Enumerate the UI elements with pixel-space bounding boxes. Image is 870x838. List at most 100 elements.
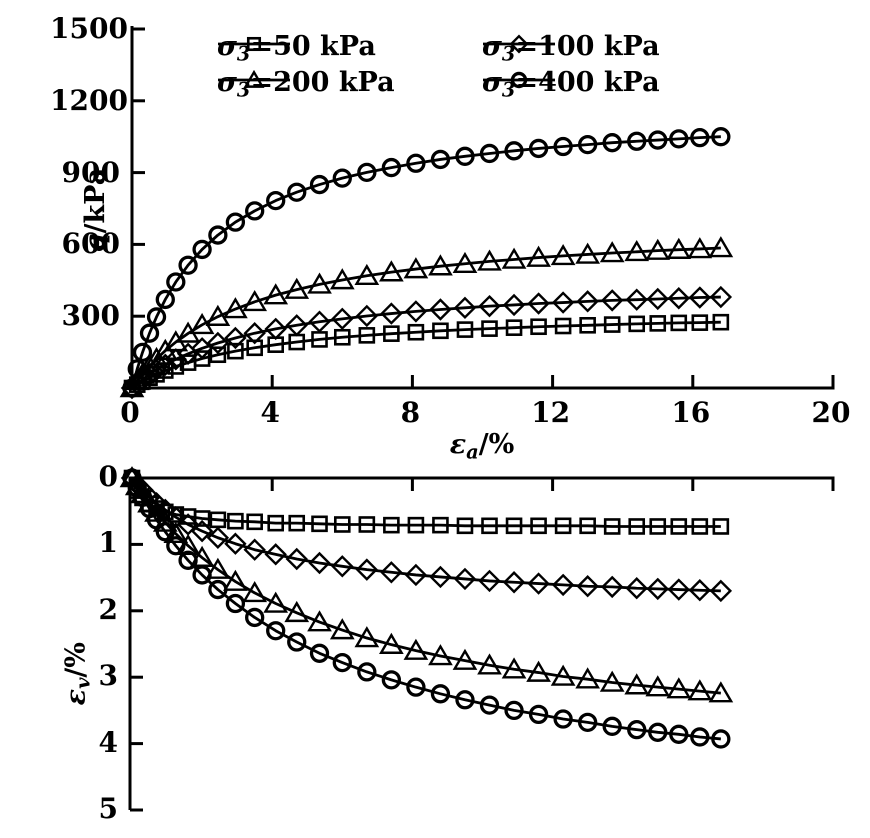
triangle-marker <box>666 677 692 699</box>
top-series-circle <box>122 127 731 398</box>
circle-marker <box>225 212 246 232</box>
legend-label: σ3=200 kPa <box>217 66 395 102</box>
circle-marker <box>245 201 265 221</box>
circle-marker <box>430 149 451 170</box>
diamond-marker <box>285 314 308 337</box>
circle-marker <box>479 695 500 715</box>
circle-marker <box>381 670 402 690</box>
top-series-triangle <box>119 236 734 398</box>
circle-marker <box>146 307 167 327</box>
diamond-marker <box>600 575 624 599</box>
bottom-y-tick-label: 1 <box>98 526 118 560</box>
square-marker <box>603 316 621 333</box>
top-x-tick-label: 8 <box>400 396 421 429</box>
circle-marker <box>627 131 647 151</box>
diamond-marker <box>527 292 550 315</box>
circle-marker <box>406 153 426 173</box>
square-marker <box>628 518 646 535</box>
legend-entry-circle: σ3=400 kPa <box>482 67 660 101</box>
circle-marker <box>127 359 147 379</box>
diamond-marker <box>243 321 266 345</box>
circle-marker <box>178 550 198 570</box>
circle-marker <box>711 729 731 749</box>
circle-marker <box>711 127 731 147</box>
circle-marker <box>245 607 265 628</box>
circle-marker <box>479 143 500 164</box>
square-marker <box>456 321 474 338</box>
square-marker <box>267 514 285 532</box>
diamond-marker <box>264 317 287 341</box>
diamond-marker <box>285 547 308 571</box>
diamond-marker <box>224 326 247 350</box>
circle-marker <box>553 136 573 157</box>
top-x-tick-label: 16 <box>671 396 711 429</box>
circle-marker <box>578 134 598 155</box>
square-marker <box>432 516 449 534</box>
curve <box>130 477 721 695</box>
diamond-marker <box>478 569 501 593</box>
triangle-marker <box>575 667 601 689</box>
circle-marker <box>357 662 377 682</box>
diamond-marker <box>380 302 403 325</box>
triangle-marker <box>307 272 332 294</box>
top-x-tick-label: 0 <box>120 396 140 429</box>
triangle-marker <box>477 249 502 271</box>
circle-marker <box>127 478 147 498</box>
circle-marker <box>455 146 475 166</box>
square-marker <box>407 516 425 534</box>
square-marker <box>246 339 263 357</box>
circle-marker <box>381 157 402 178</box>
bottom-y-tick-label: 2 <box>98 592 118 626</box>
circle-marker <box>178 255 198 275</box>
circle-marker <box>406 677 426 697</box>
legend-label: σ3=100 kPa <box>482 30 660 66</box>
circle-marker <box>690 727 710 747</box>
diamond-marker <box>380 561 403 584</box>
square-marker <box>579 316 596 334</box>
diamond-marker <box>625 288 648 311</box>
circle-marker <box>155 289 175 310</box>
triangle-marker <box>428 644 453 666</box>
triangle-marker <box>687 679 713 701</box>
diamond-marker <box>429 298 452 321</box>
triangle-marker <box>666 237 692 259</box>
circle-marker <box>669 724 689 744</box>
top-y-tick-label: 300 <box>61 299 120 333</box>
square-marker <box>628 315 646 333</box>
diamond-marker <box>667 287 690 310</box>
triangle-marker <box>223 297 248 319</box>
diamond-marker <box>206 331 230 355</box>
square-marker <box>333 516 351 533</box>
circle-marker <box>690 128 710 148</box>
top-chart <box>119 26 835 400</box>
circle-marker <box>192 565 212 585</box>
diamond-marker <box>264 543 287 566</box>
square-marker <box>407 323 425 341</box>
legend-entry-square: σ3=50 kPa <box>217 31 376 65</box>
circle-marker <box>139 323 160 343</box>
circle-marker <box>332 652 352 673</box>
circle-marker <box>166 272 186 292</box>
square-marker <box>246 36 262 52</box>
square-marker <box>670 314 688 332</box>
diamond-marker <box>224 532 247 555</box>
bottom-series-square <box>123 469 730 535</box>
triangle-marker <box>284 277 310 299</box>
x-axis-unit: /% <box>478 429 515 460</box>
diamond-marker <box>502 293 526 317</box>
legend-entry-triangle: σ3=200 kPa <box>217 67 395 101</box>
square-marker <box>505 517 523 535</box>
circle-marker <box>208 579 228 600</box>
diamond-marker <box>308 551 331 575</box>
diamond-marker <box>709 285 733 309</box>
diamond-marker <box>576 575 599 598</box>
diamond-marker <box>576 290 599 313</box>
diamond-marker <box>551 291 575 314</box>
circle-marker <box>602 133 622 153</box>
triangle-marker <box>708 236 734 258</box>
diamond-marker <box>502 571 526 594</box>
circle-marker <box>166 536 186 556</box>
diamond-marker <box>355 558 379 581</box>
triangle-marker <box>599 670 625 692</box>
diamond-marker <box>164 505 188 529</box>
